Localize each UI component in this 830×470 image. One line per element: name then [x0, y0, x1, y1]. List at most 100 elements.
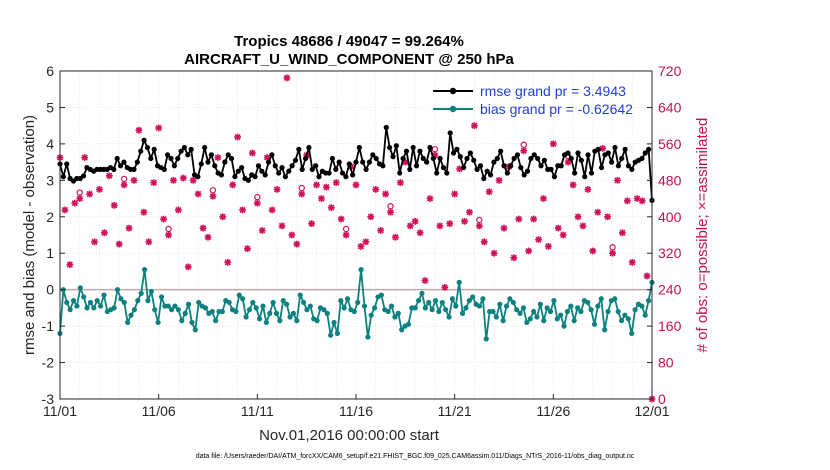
- obs-mark-stroke: [278, 222, 286, 230]
- obs-count-point: [288, 231, 296, 239]
- y-right-tick-label: 80: [658, 355, 674, 371]
- obs-count-point: [91, 238, 98, 246]
- bias-point: [412, 305, 418, 311]
- bias-point: [574, 305, 581, 311]
- rmse-point: [370, 152, 376, 158]
- obs-mark-stroke: [86, 190, 93, 198]
- obs-mark-stroke: [574, 213, 582, 220]
- rmse-series: [57, 124, 655, 203]
- bias-point: [179, 318, 185, 324]
- obs-mark-stroke: [106, 172, 113, 179]
- rmse-point: [64, 161, 70, 167]
- obs-count-point: [278, 222, 286, 230]
- bias-point: [250, 299, 256, 306]
- obs-mark-stroke: [466, 209, 473, 216]
- bias-point: [277, 318, 283, 324]
- obs-count-point: [249, 149, 256, 157]
- bias-point: [294, 318, 300, 324]
- obs-count-point: [175, 206, 182, 214]
- bias-point: [388, 303, 395, 309]
- rmse-point: [494, 155, 500, 162]
- rmse-point: [171, 163, 177, 169]
- rmse-point: [309, 166, 315, 172]
- obs-mark-stroke: [195, 190, 202, 198]
- rmse-point: [568, 155, 574, 162]
- bias-point: [537, 301, 543, 307]
- y-left-tick-label: -1: [42, 318, 55, 334]
- rmse-point: [131, 166, 137, 172]
- bias-point: [466, 298, 472, 304]
- obs-count-point: [416, 229, 424, 237]
- obs-count-point: [86, 190, 93, 198]
- rmse-point: [292, 157, 299, 163]
- obs-count-point: [293, 240, 301, 248]
- bias-point: [429, 307, 435, 313]
- obs-count-point: [643, 272, 651, 280]
- bias-point: [118, 296, 124, 302]
- rmse-point: [262, 172, 268, 178]
- obs-mark-stroke: [209, 193, 217, 200]
- obs-mark-stroke: [254, 199, 261, 207]
- bias-point: [260, 303, 266, 309]
- bias-point: [595, 303, 601, 309]
- rmse-point: [501, 163, 507, 169]
- rmse-point: [228, 155, 235, 162]
- obs-count-point: [337, 215, 345, 223]
- obs-mark-stroke: [412, 218, 419, 225]
- obs-count-point: [638, 197, 646, 205]
- bias-point: [256, 316, 263, 322]
- bias-point: [500, 318, 506, 324]
- obs-count-point: [554, 224, 562, 232]
- rmse-point: [198, 161, 204, 167]
- obs-mark-stroke: [387, 209, 394, 216]
- y-right-tick-label: 720: [658, 63, 682, 79]
- obs-count-point: [559, 231, 567, 239]
- bias-point: [253, 305, 259, 311]
- bias-point: [131, 307, 138, 313]
- bias-point: [497, 301, 503, 307]
- bias-point: [439, 299, 445, 306]
- bias-point: [226, 299, 232, 306]
- rmse-point: [467, 150, 473, 156]
- rmse-point: [518, 164, 524, 171]
- rmse-point: [528, 155, 534, 162]
- rmse-point: [444, 170, 450, 176]
- bias-point: [561, 323, 567, 329]
- legend-bias-marker: [449, 105, 457, 113]
- rmse-point: [578, 157, 584, 163]
- x-axis-label: Nov.01,2016 00:00:00 start: [259, 427, 440, 444]
- obs-mark-stroke: [426, 195, 434, 202]
- bias-point: [446, 314, 452, 320]
- obs-mark-stroke: [367, 213, 374, 220]
- obs-mark-stroke: [313, 181, 320, 189]
- rmse-point: [477, 163, 484, 169]
- bias-point: [158, 294, 165, 300]
- obs-count-point: [579, 222, 587, 230]
- rmse-point: [208, 152, 214, 158]
- obs-mark-stroke: [510, 254, 517, 261]
- bias-point: [189, 319, 195, 326]
- bias-point: [588, 307, 594, 313]
- obs-mark-stroke: [190, 177, 197, 184]
- bias-point: [405, 321, 412, 327]
- bias-point: [263, 319, 269, 326]
- bias-point: [510, 299, 516, 306]
- x-tick-label: 11/26: [536, 403, 570, 419]
- obs-mark-stroke: [619, 229, 626, 236]
- rmse-point: [508, 163, 514, 169]
- y-left-tick-label: 0: [46, 282, 54, 298]
- obs-mark-stroke: [471, 122, 478, 129]
- obs-count-point: [362, 238, 370, 246]
- obs-mark-stroke: [130, 177, 138, 184]
- obs-count-point: [61, 206, 69, 214]
- bias-point: [470, 294, 476, 300]
- rmse-point: [393, 143, 399, 149]
- rmse-point: [299, 166, 305, 172]
- bias-point: [378, 292, 384, 298]
- rmse-point: [380, 163, 386, 169]
- bias-point: [395, 310, 401, 316]
- bias-point: [169, 307, 175, 313]
- obs-count-point: [101, 229, 108, 237]
- rmse-point: [114, 155, 120, 162]
- rmse-point: [353, 159, 359, 165]
